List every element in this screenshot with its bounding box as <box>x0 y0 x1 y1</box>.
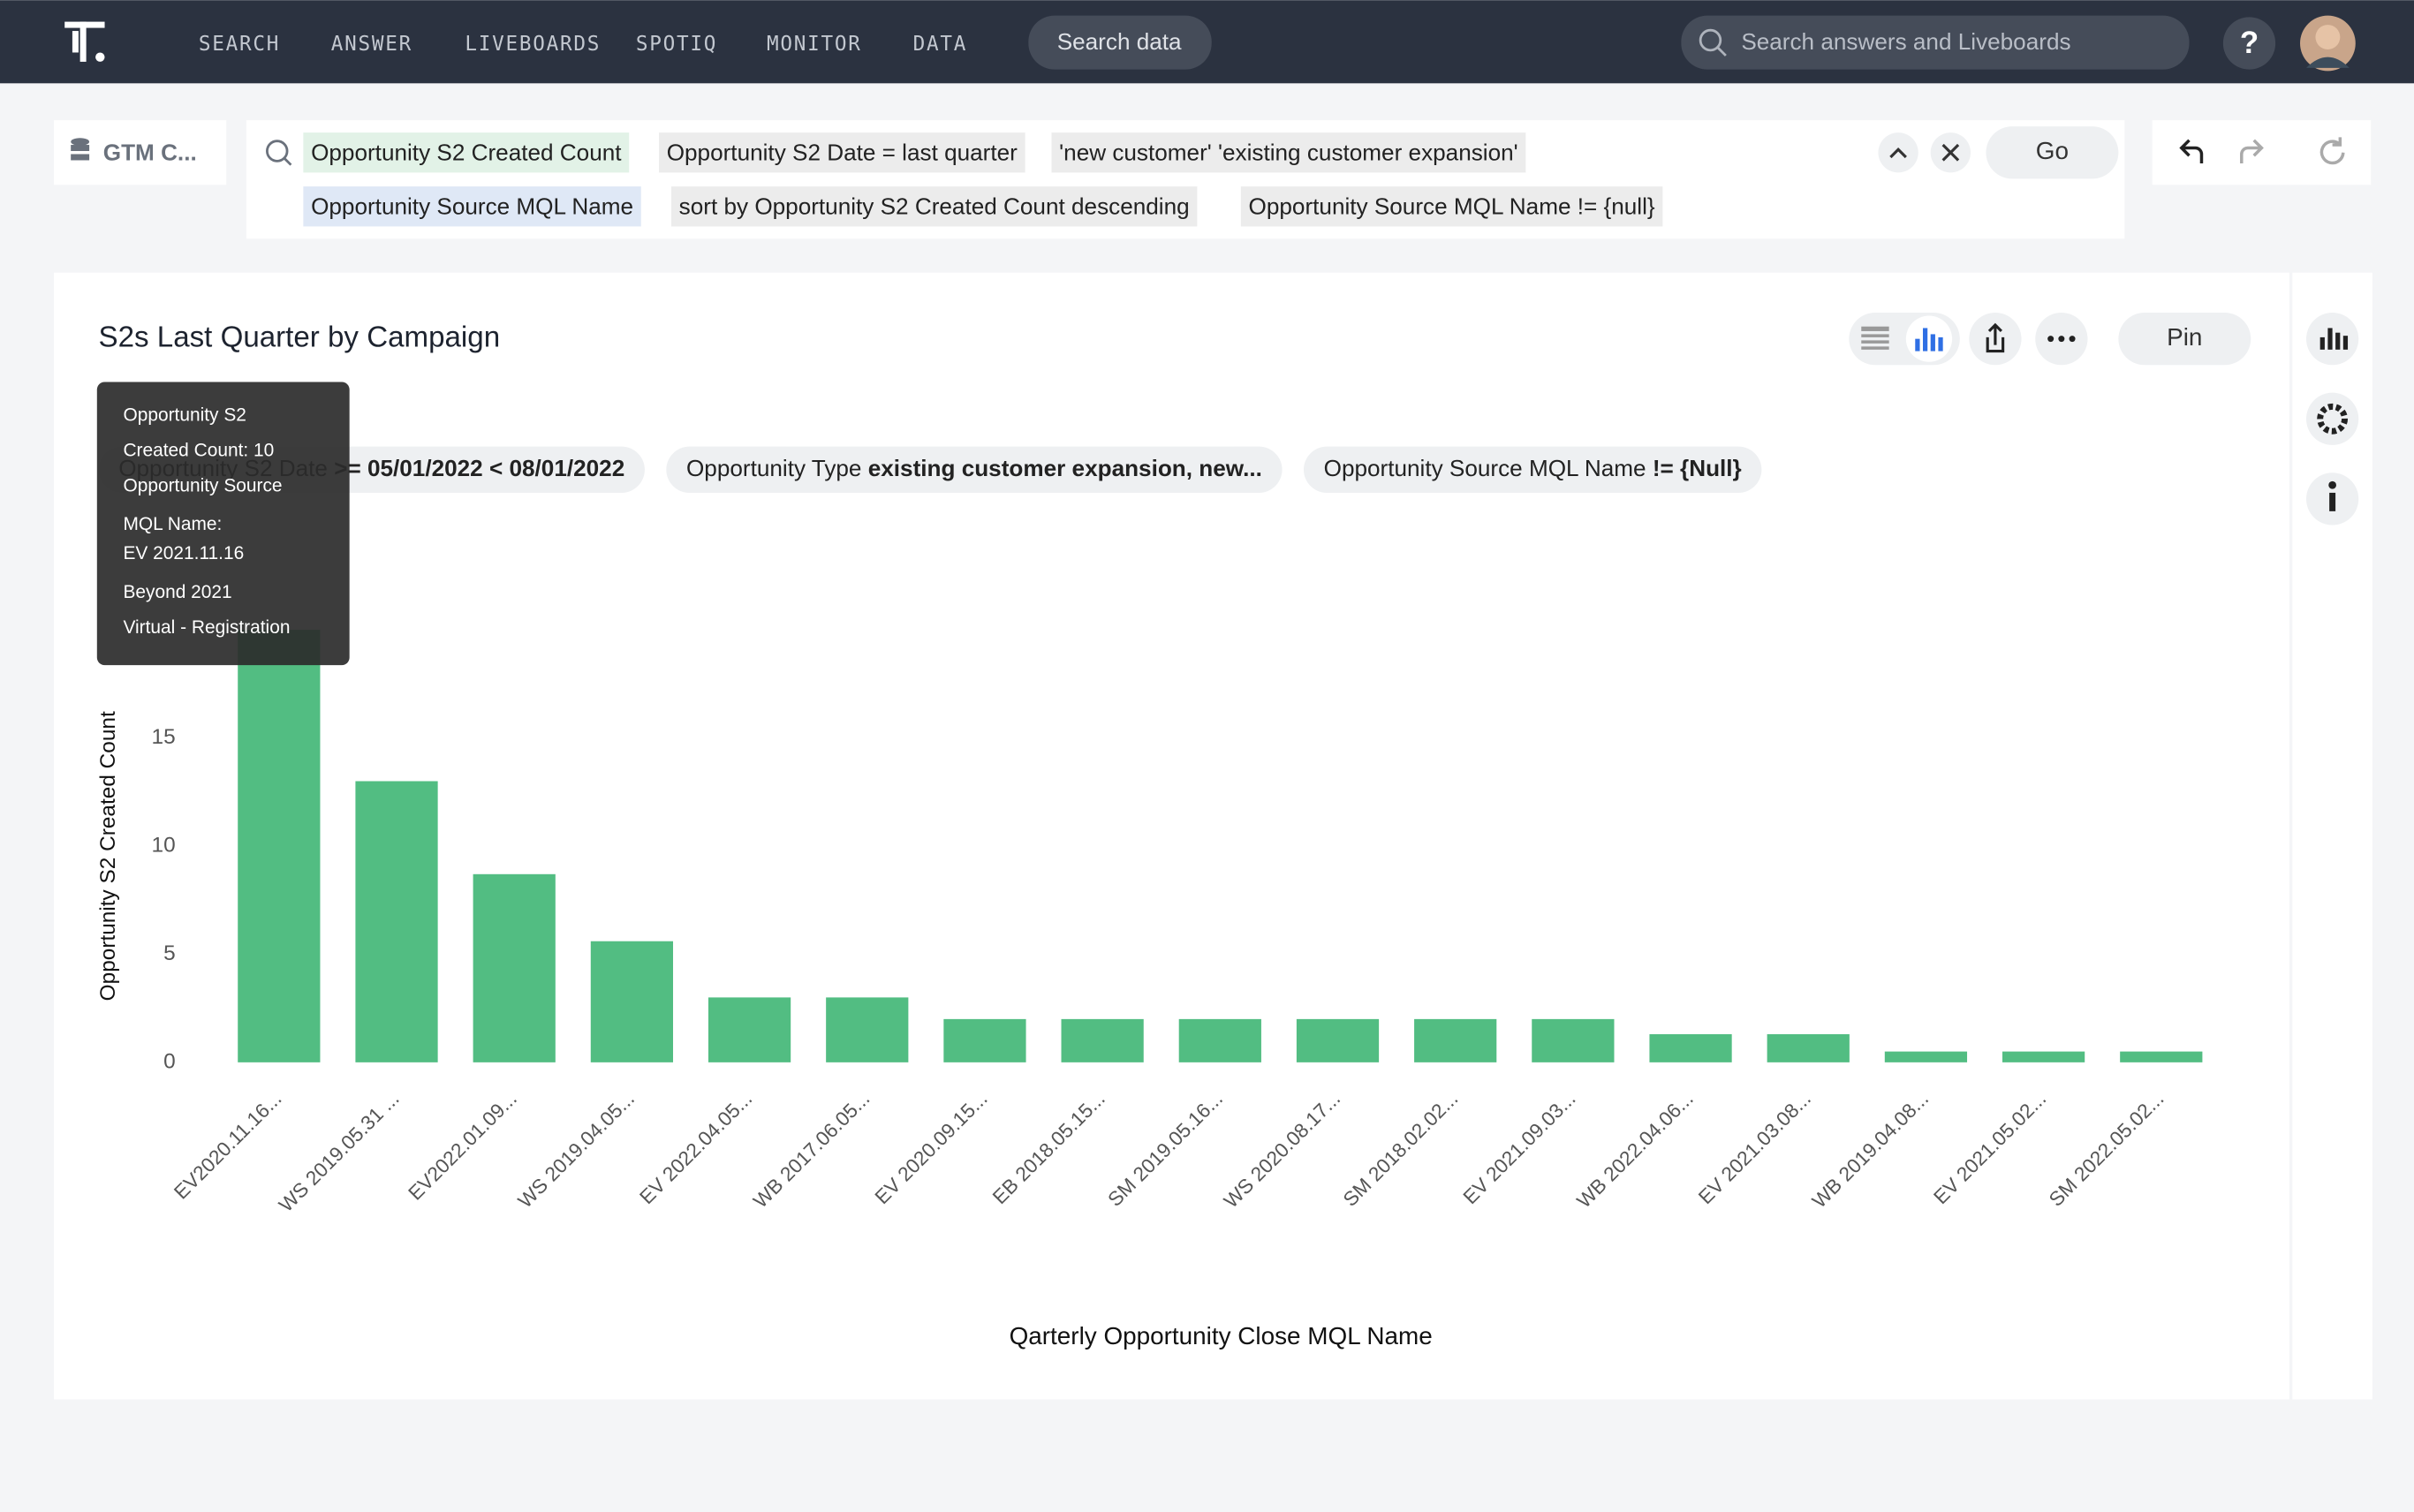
bar[interactable] <box>1296 1018 1380 1062</box>
bar[interactable] <box>1061 1018 1144 1062</box>
nav-item[interactable]: ANSWER <box>331 33 412 56</box>
y-tick-label: 0 <box>163 1049 176 1073</box>
bar[interactable] <box>1414 1018 1497 1062</box>
source-selector[interactable] <box>54 120 227 185</box>
search-token-label: Opportunity S2 Created Count <box>311 139 622 165</box>
search-token[interactable] <box>303 132 630 173</box>
collapse-icon <box>1889 147 1907 159</box>
search-token[interactable] <box>670 186 1198 227</box>
filter-chip-text: Opportunity Source MQL Name != {Null} <box>1324 455 1742 481</box>
bar[interactable] <box>473 873 556 1062</box>
tooltip-line: Beyond 2021 <box>123 582 231 602</box>
avatar-face <box>2315 25 2341 49</box>
clear-icon <box>1941 143 1960 162</box>
tooltip <box>96 382 350 666</box>
bar[interactable] <box>590 941 674 1062</box>
bar[interactable] <box>355 781 438 1062</box>
tooltip-line: Created Count: 10 <box>123 440 274 460</box>
filter-chip[interactable] <box>666 446 1283 493</box>
search-icon <box>1699 28 1722 52</box>
help-label: ? <box>2240 26 2259 60</box>
bar[interactable] <box>826 997 909 1062</box>
nav-item[interactable]: SPOTIQ <box>636 33 717 56</box>
search-token-label: 'new customer' 'existing customer expans… <box>1059 139 1517 165</box>
tooltip-line: MQL Name: <box>123 514 222 534</box>
filter-label: Opportunity Type <box>686 455 861 481</box>
search-data-button[interactable] <box>1028 15 1212 70</box>
search-icon <box>284 157 292 166</box>
db-icon <box>71 138 90 161</box>
filter-value: >= 05/01/2022 < 08/01/2022 <box>334 455 624 481</box>
tooltip-line: Opportunity Source <box>123 476 282 496</box>
nav-item[interactable]: DATA <box>913 33 968 56</box>
go-button[interactable] <box>1986 126 2119 179</box>
settings-button[interactable] <box>2305 392 2359 445</box>
filter-value: existing customer expansion, new... <box>868 455 1262 481</box>
side-panel <box>2292 272 2372 1400</box>
y-tick-label: 5 <box>163 941 176 965</box>
search-token[interactable] <box>1240 186 1663 227</box>
nav-item[interactable]: SEARCH <box>199 33 280 56</box>
search-icon <box>1717 47 1727 57</box>
search-icon <box>266 140 289 163</box>
bar[interactable] <box>1884 1051 1968 1062</box>
source-name: GTM C... <box>103 139 197 165</box>
bar[interactable] <box>943 1018 1026 1062</box>
search-token[interactable] <box>1051 132 1526 173</box>
history-controls <box>2152 120 2372 185</box>
go-label: Go <box>2036 137 2069 164</box>
redo-button[interactable] <box>2240 139 2264 163</box>
filter-label: Opportunity Source MQL Name <box>1324 455 1646 481</box>
nav-item[interactable]: MONITOR <box>767 33 862 56</box>
avatar-body <box>2305 57 2350 68</box>
bar[interactable] <box>238 630 321 1062</box>
search-token-label: Opportunity Source MQL Name != {null} <box>1249 193 1655 219</box>
collapse-button[interactable] <box>1878 132 1918 173</box>
search-token-label: sort by Opportunity S2 Created Count des… <box>679 193 1190 219</box>
bar[interactable] <box>1178 1018 1261 1062</box>
reset-button[interactable] <box>2319 137 2345 165</box>
chart-title: S2s Last Quarter by Campaign <box>99 321 501 353</box>
side-icons <box>2305 313 2359 525</box>
pin-label: Pin <box>2167 323 2202 351</box>
tooltip-line: Opportunity S2 <box>123 404 246 425</box>
bar[interactable] <box>1649 1034 1732 1062</box>
tooltip-line: EV 2021.11.16 <box>123 543 244 563</box>
logo <box>64 21 105 62</box>
bar[interactable] <box>2120 1051 2203 1062</box>
filter-value: != {Null} <box>1653 455 1742 481</box>
bar[interactable] <box>708 997 791 1062</box>
global-search[interactable] <box>1681 15 2190 70</box>
filter-chip-text: Opportunity Type existing customer expan… <box>686 455 1262 481</box>
search-token[interactable] <box>303 186 641 227</box>
help-button[interactable] <box>2222 17 2276 70</box>
filter-chip[interactable] <box>1303 446 1762 493</box>
search-data-label: Search data <box>1057 28 1182 55</box>
search-token-label: Opportunity S2 Date = last quarter <box>667 139 1018 165</box>
table-icon[interactable] <box>1861 326 1889 350</box>
y-axis-label: Opportunity S2 Created Count <box>96 711 120 1001</box>
search-token-label: Opportunity Source MQL Name <box>311 193 633 219</box>
tooltip-line: Virtual - Registration <box>123 617 290 638</box>
chart-view-button[interactable] <box>1905 315 1953 362</box>
bar[interactable] <box>1767 1034 1850 1062</box>
pin-button[interactable] <box>2118 313 2251 366</box>
global-search-placeholder: Search answers and Liveboards <box>1741 28 2070 55</box>
bar[interactable] <box>2002 1051 2085 1062</box>
y-tick-label: 15 <box>152 725 176 749</box>
search-token[interactable] <box>658 132 1025 173</box>
y-tick-label: 10 <box>152 833 176 857</box>
bar[interactable] <box>1532 1018 1615 1062</box>
undo-button[interactable] <box>2179 139 2204 163</box>
nav-item[interactable]: LIVEBOARDS <box>465 33 601 56</box>
x-axis-label: Qarterly Opportunity Close MQL Name <box>1010 1322 1433 1349</box>
